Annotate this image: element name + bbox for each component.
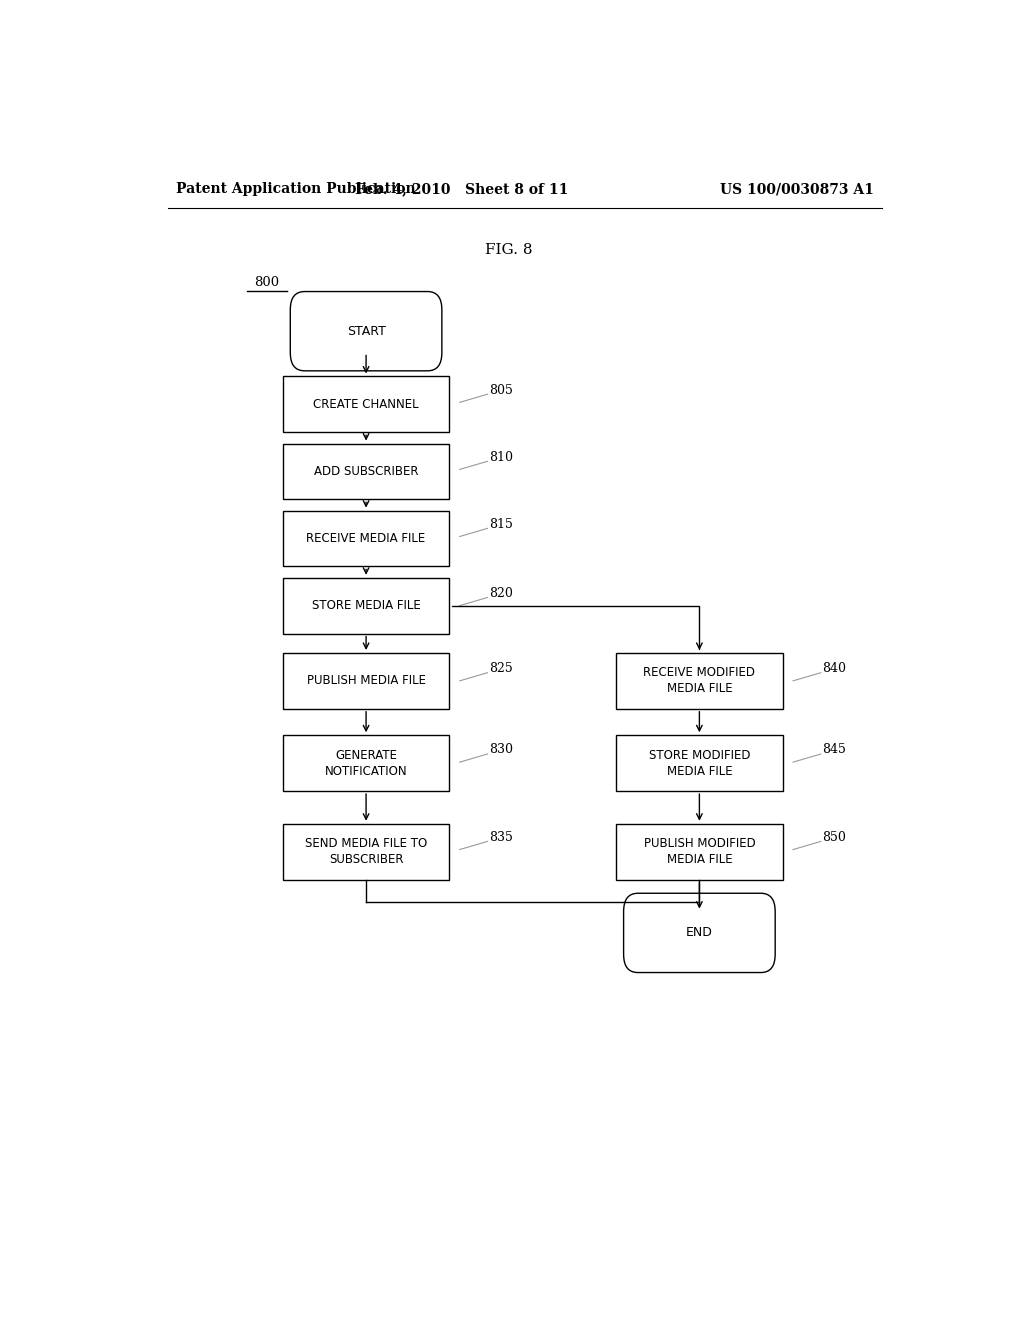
Text: 830: 830 — [489, 743, 513, 756]
Text: CREATE CHANNEL: CREATE CHANNEL — [313, 397, 419, 411]
Text: 815: 815 — [489, 517, 513, 531]
Text: 835: 835 — [489, 830, 513, 843]
Text: STORE MODIFIED
MEDIA FILE: STORE MODIFIED MEDIA FILE — [648, 748, 751, 777]
FancyBboxPatch shape — [624, 894, 775, 973]
Text: RECEIVE MODIFIED
MEDIA FILE: RECEIVE MODIFIED MEDIA FILE — [643, 667, 756, 696]
Text: GENERATE
NOTIFICATION: GENERATE NOTIFICATION — [325, 748, 408, 777]
Text: 850: 850 — [822, 830, 846, 843]
Text: 825: 825 — [489, 663, 513, 675]
FancyBboxPatch shape — [616, 735, 782, 791]
FancyBboxPatch shape — [283, 444, 450, 499]
Text: 845: 845 — [822, 743, 846, 756]
Text: SEND MEDIA FILE TO
SUBSCRIBER: SEND MEDIA FILE TO SUBSCRIBER — [305, 837, 427, 866]
Text: US 100/0030873 A1: US 100/0030873 A1 — [720, 182, 873, 195]
FancyBboxPatch shape — [283, 735, 450, 791]
FancyBboxPatch shape — [283, 376, 450, 433]
FancyBboxPatch shape — [283, 578, 450, 634]
FancyBboxPatch shape — [283, 511, 450, 566]
FancyBboxPatch shape — [283, 653, 450, 709]
Text: PUBLISH MEDIA FILE: PUBLISH MEDIA FILE — [306, 675, 426, 688]
FancyBboxPatch shape — [616, 653, 782, 709]
FancyBboxPatch shape — [283, 824, 450, 879]
Text: 820: 820 — [489, 587, 513, 599]
Text: 810: 810 — [489, 450, 513, 463]
Text: STORE MEDIA FILE: STORE MEDIA FILE — [311, 599, 421, 612]
Text: 800: 800 — [254, 276, 280, 289]
Text: START: START — [347, 325, 385, 338]
FancyBboxPatch shape — [290, 292, 442, 371]
Text: PUBLISH MODIFIED
MEDIA FILE: PUBLISH MODIFIED MEDIA FILE — [643, 837, 756, 866]
Text: FIG. 8: FIG. 8 — [485, 243, 532, 257]
FancyBboxPatch shape — [616, 824, 782, 879]
Text: ADD SUBSCRIBER: ADD SUBSCRIBER — [313, 465, 419, 478]
Text: Patent Application Publication: Patent Application Publication — [176, 182, 416, 195]
Text: RECEIVE MEDIA FILE: RECEIVE MEDIA FILE — [306, 532, 426, 545]
Text: 840: 840 — [822, 663, 847, 675]
Text: END: END — [686, 927, 713, 940]
Text: Feb. 4, 2010   Sheet 8 of 11: Feb. 4, 2010 Sheet 8 of 11 — [354, 182, 568, 195]
Text: 805: 805 — [489, 384, 513, 396]
